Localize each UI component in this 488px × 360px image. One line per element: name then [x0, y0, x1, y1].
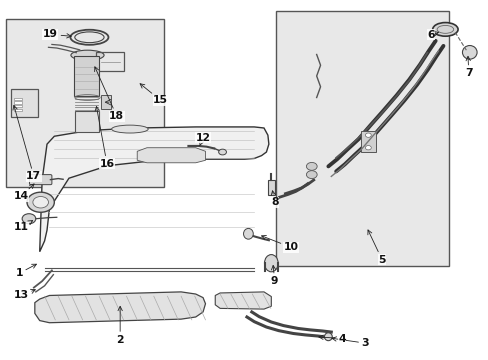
Ellipse shape — [111, 125, 148, 133]
Circle shape — [306, 171, 317, 179]
Circle shape — [218, 149, 226, 155]
Text: 2: 2 — [116, 306, 124, 345]
Bar — [267, 180, 274, 195]
Ellipse shape — [264, 255, 278, 272]
Bar — [96, 52, 124, 71]
Text: 19: 19 — [43, 30, 71, 39]
Text: 18: 18 — [95, 67, 124, 121]
Circle shape — [33, 197, 48, 208]
Text: 16: 16 — [95, 107, 114, 169]
Ellipse shape — [432, 23, 457, 36]
Ellipse shape — [324, 333, 331, 341]
Bar — [101, 95, 111, 109]
Polygon shape — [35, 292, 205, 323]
Ellipse shape — [462, 45, 476, 59]
Polygon shape — [137, 148, 205, 163]
Bar — [14, 102, 22, 104]
Circle shape — [365, 145, 370, 150]
Text: 5: 5 — [367, 230, 385, 265]
Circle shape — [365, 133, 370, 137]
Bar — [75, 111, 99, 132]
Polygon shape — [215, 292, 271, 309]
Text: 10: 10 — [261, 235, 298, 252]
Circle shape — [22, 214, 36, 224]
Ellipse shape — [71, 50, 104, 60]
Text: 17: 17 — [13, 105, 41, 181]
Text: 9: 9 — [270, 265, 278, 286]
Text: 4: 4 — [318, 333, 345, 343]
Bar — [74, 56, 99, 96]
Bar — [276, 12, 448, 266]
Text: 1: 1 — [16, 264, 36, 278]
Text: 12: 12 — [195, 133, 210, 146]
Bar — [14, 105, 22, 107]
Text: 7: 7 — [464, 57, 471, 78]
Bar — [5, 19, 163, 187]
Text: 3: 3 — [331, 337, 368, 348]
Bar — [14, 98, 22, 100]
Bar — [360, 131, 375, 152]
Text: 14: 14 — [14, 184, 34, 201]
Circle shape — [27, 192, 54, 212]
FancyBboxPatch shape — [29, 175, 52, 185]
Text: 8: 8 — [270, 191, 278, 207]
Text: 15: 15 — [140, 84, 168, 105]
Bar — [14, 109, 22, 111]
Bar — [11, 89, 38, 117]
Text: 6: 6 — [426, 30, 438, 40]
Text: 13: 13 — [14, 289, 35, 301]
Text: 11: 11 — [14, 221, 33, 232]
Ellipse shape — [243, 228, 253, 239]
Circle shape — [306, 162, 317, 170]
Polygon shape — [40, 127, 268, 252]
